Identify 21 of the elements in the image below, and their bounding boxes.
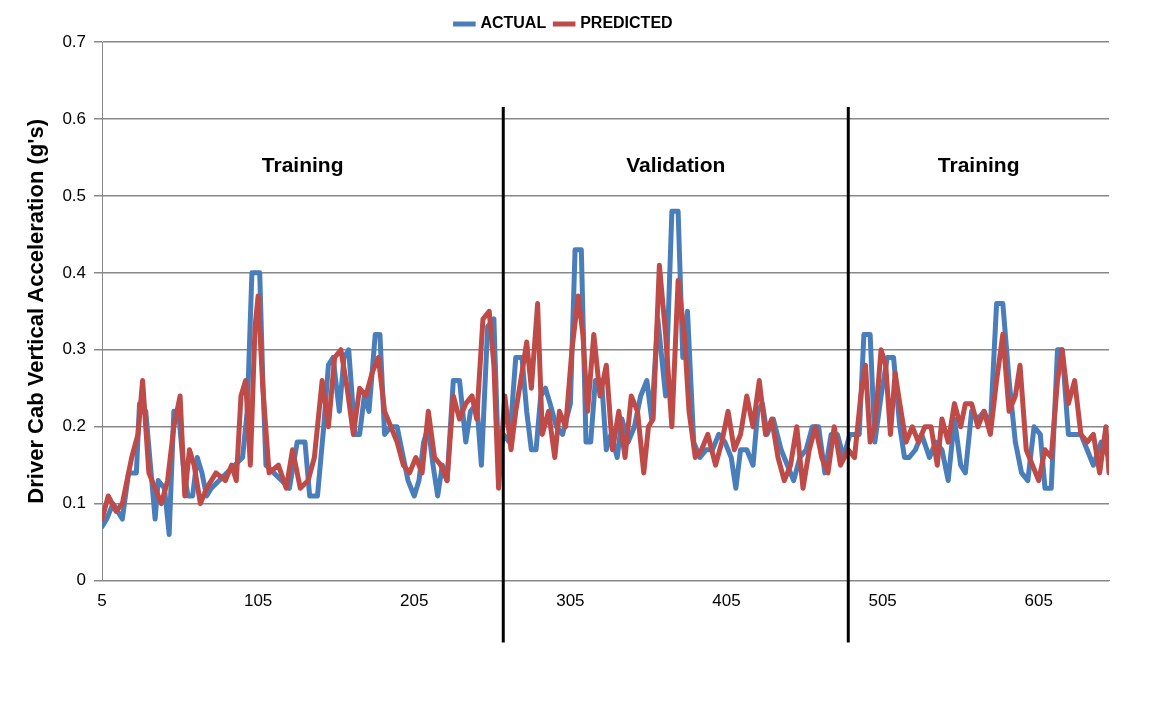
y-tick-label: 0.2: [62, 416, 87, 436]
x-tick-label: 5: [97, 591, 107, 611]
annotation: Validation: [626, 152, 726, 176]
y-tick-label: 0.5: [62, 185, 87, 205]
y-tick-label: 0: [76, 570, 87, 590]
y-tick-label: 0.4: [62, 262, 87, 282]
legend-label: PREDICTED: [580, 14, 673, 32]
y-tick-label: 0.1: [62, 493, 87, 513]
annotation: Training: [261, 152, 344, 176]
x-tick-label: 205: [400, 591, 429, 611]
x-tick-label: 105: [243, 591, 273, 611]
y-tick-label: 0.3: [62, 339, 87, 359]
x-tick-label: 405: [712, 591, 741, 611]
x-tick-label: 605: [1024, 591, 1053, 611]
x-tick-label: 505: [868, 591, 897, 611]
y-tick-label: 0.6: [62, 108, 87, 128]
legend-label: ACTUAL: [480, 14, 547, 32]
y-tick-label: 0.7: [62, 31, 87, 51]
annotation: Training: [937, 152, 1020, 176]
y-axis-title: Driver Cab Vertical Acceleration (g's): [23, 118, 49, 504]
x-tick-label: 305: [556, 591, 585, 611]
